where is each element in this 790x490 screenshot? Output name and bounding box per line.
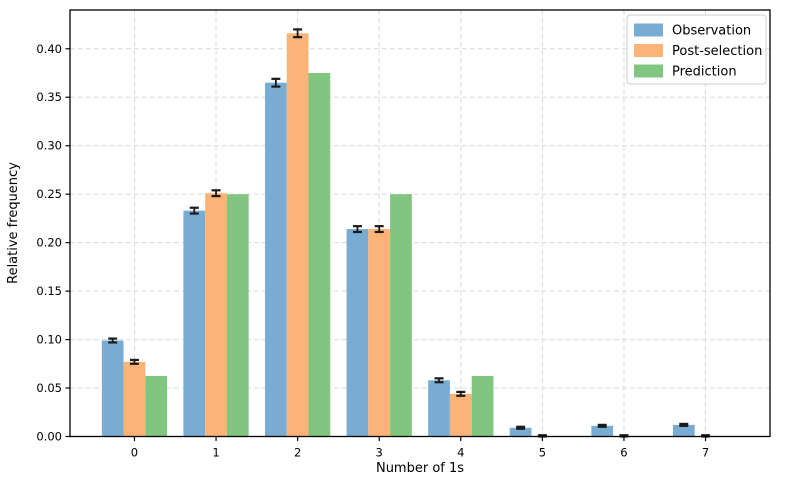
x-tick-label-7: 7 xyxy=(702,446,709,460)
error-bar-post-selection-0 xyxy=(129,358,139,365)
y-tick-label-0.40: 0.40 xyxy=(36,42,62,56)
y-tick-label-0.25: 0.25 xyxy=(36,187,62,201)
y-tick-label-0.00: 0.00 xyxy=(36,430,62,444)
bar-prediction-3 xyxy=(390,194,412,437)
axes-layer xyxy=(69,9,771,438)
legend-swatch-prediction xyxy=(634,64,663,78)
x-axis-title: Number of 1s xyxy=(376,461,464,476)
legend-item-prediction: Prediction xyxy=(634,64,737,80)
bar-prediction-2 xyxy=(308,73,331,437)
bar-post-selection-4 xyxy=(449,393,472,437)
bar-post-selection-3 xyxy=(368,229,391,437)
bar-observation-0 xyxy=(101,340,124,437)
error-bar-observation-0 xyxy=(108,337,118,344)
legend: Observation Post-selection Prediction xyxy=(626,14,767,85)
plot-border xyxy=(69,9,771,438)
bar-post-selection-1 xyxy=(205,193,227,437)
error-bar-post-selection-3 xyxy=(374,225,384,234)
x-tick-label-3: 3 xyxy=(376,446,383,460)
y-tick-label-0.05: 0.05 xyxy=(36,381,62,395)
legend-label-post-selection: Post-selection xyxy=(672,44,762,59)
bar-observation-4 xyxy=(428,380,450,437)
error-bar-observation-2 xyxy=(271,77,281,88)
error-bar-observation-1 xyxy=(189,206,199,215)
bar-observation-1 xyxy=(183,210,206,437)
error-bar-post-selection-4 xyxy=(456,390,466,397)
y-tick-label-0.35: 0.35 xyxy=(36,90,62,104)
legend-swatch-observation xyxy=(634,23,663,37)
y-tick-label-0.30: 0.30 xyxy=(36,139,62,153)
bar-observation-7 xyxy=(672,424,695,437)
ticks-layer: 0 1 2 3 4 5 6 7 0.00 0.05 0.10 0.15 0.20 0.25 0.30 0.35… xyxy=(36,42,709,460)
bar-observation-2 xyxy=(264,82,287,437)
bar-post-selection-0 xyxy=(123,361,146,437)
legend-item-post-selection: Post-selection xyxy=(634,44,762,59)
x-tick-label-4: 4 xyxy=(457,446,464,460)
bar-observation-5 xyxy=(509,427,532,437)
y-tick-label-0.20: 0.20 xyxy=(36,236,62,250)
x-tick-label-1: 1 xyxy=(212,446,219,460)
error-bar-observation-5 xyxy=(516,425,526,430)
error-bar-observation-6 xyxy=(597,423,607,428)
x-tick-label-6: 6 xyxy=(620,446,627,460)
error-bar-post-selection-2 xyxy=(293,28,303,39)
legend-label-prediction: Prediction xyxy=(672,65,737,80)
bar-observation-6 xyxy=(591,425,614,437)
legend-swatch-post-selection xyxy=(634,44,663,57)
y-tick-label-0.15: 0.15 xyxy=(36,284,62,298)
bar-prediction-1 xyxy=(226,194,249,437)
bar-observation-3 xyxy=(346,229,369,437)
x-tick-label-2: 2 xyxy=(294,446,301,460)
bar-post-selection-2 xyxy=(286,33,309,437)
legend-item-observation: Observation xyxy=(634,23,751,39)
bar-prediction-4 xyxy=(471,375,494,437)
y-axis-title: Relative frequency xyxy=(6,162,21,284)
error-bar-post-selection-1 xyxy=(211,189,221,198)
error-bar-observation-7 xyxy=(679,422,689,427)
bars-layer xyxy=(101,33,717,437)
y-tick-label-0.10: 0.10 xyxy=(36,333,62,347)
bar-prediction-0 xyxy=(145,375,168,437)
x-tick-label-5: 5 xyxy=(539,446,546,460)
error-bar-observation-3 xyxy=(352,225,362,234)
error-bar-observation-4 xyxy=(434,377,444,384)
legend-label-observation: Observation xyxy=(672,24,751,39)
x-tick-label-0: 0 xyxy=(131,446,138,460)
